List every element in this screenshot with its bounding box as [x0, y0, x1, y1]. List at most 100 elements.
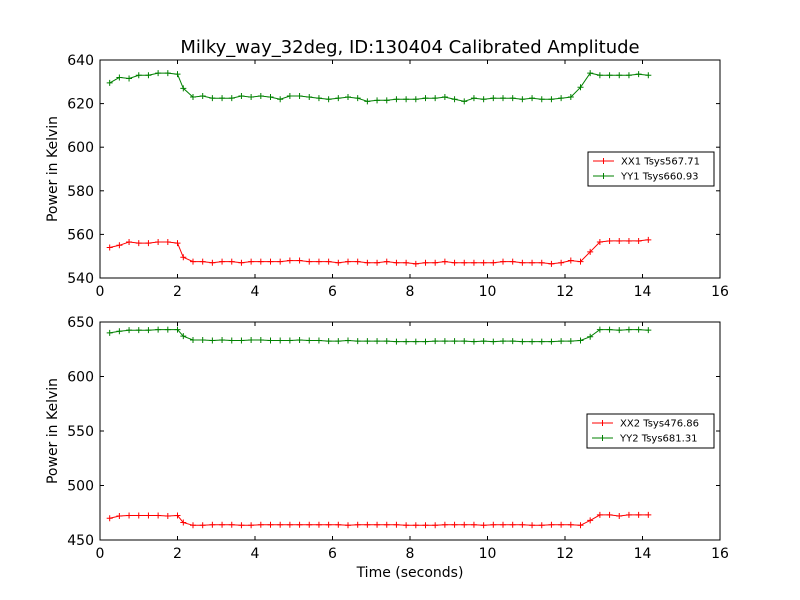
data-point	[441, 94, 448, 101]
data-point	[470, 338, 477, 345]
x-tick-label: 0	[96, 284, 105, 300]
data-point	[403, 338, 410, 345]
subplot-2: 0 2 4 6 8 10 12 14 16 450 500 550 600 650 Power in Kel…	[45, 315, 729, 562]
data-point	[345, 94, 351, 101]
data-point	[106, 329, 113, 336]
data-point	[645, 236, 652, 243]
data-point	[126, 239, 133, 246]
data-point	[596, 72, 603, 79]
data-point	[529, 95, 536, 102]
data-point	[577, 522, 584, 529]
x-tick-label: 12	[556, 546, 574, 562]
data-point	[296, 92, 303, 99]
data-point	[364, 259, 371, 266]
data-point	[374, 97, 381, 104]
data-point	[126, 75, 133, 82]
data-point	[364, 98, 371, 105]
x-tick-label: 6	[328, 284, 337, 300]
data-point	[374, 521, 381, 528]
data-point	[267, 337, 274, 344]
data-point	[538, 522, 545, 529]
data-point	[219, 336, 226, 343]
data-point	[199, 522, 206, 529]
data-point	[461, 521, 468, 528]
data-point	[470, 259, 477, 266]
data-point	[548, 521, 555, 528]
data-point	[174, 71, 181, 78]
y-axis-label: Power in Kelvin	[45, 116, 61, 222]
data-point	[519, 96, 526, 103]
data-point	[548, 260, 555, 267]
data-point	[277, 258, 284, 265]
legend-marker	[600, 158, 607, 164]
data-point	[403, 259, 410, 266]
data-point	[587, 70, 594, 77]
y-tick-label: 650	[67, 315, 94, 331]
data-point	[248, 522, 255, 529]
data-point	[238, 92, 245, 99]
data-point	[190, 522, 196, 529]
legend: XX2 Tsys476.86 YY2 Tsys681.31	[586, 413, 715, 449]
data-point	[393, 96, 400, 103]
data-point	[461, 259, 468, 266]
data-point	[106, 515, 113, 522]
data-point	[219, 258, 226, 265]
data-point	[509, 338, 516, 345]
series-line	[109, 239, 649, 265]
data-point	[325, 338, 332, 345]
data-point	[238, 259, 245, 266]
data-point	[306, 258, 313, 265]
data-point	[190, 94, 196, 101]
data-point	[470, 95, 477, 102]
data-point	[577, 337, 584, 344]
data-point	[490, 338, 497, 345]
data-point	[538, 96, 545, 103]
series-1	[106, 236, 652, 267]
data-point	[277, 96, 284, 103]
data-point	[286, 337, 293, 344]
data-point	[412, 338, 419, 345]
data-point	[587, 248, 594, 255]
data-point	[558, 338, 565, 345]
data-point	[596, 511, 603, 518]
data-point	[461, 338, 468, 345]
data-point	[180, 519, 187, 526]
data-point	[558, 521, 565, 528]
x-tick-label: 8	[406, 284, 415, 300]
data-point	[174, 512, 181, 519]
data-point	[257, 258, 264, 265]
data-point	[500, 258, 506, 265]
data-point	[480, 522, 487, 529]
data-point	[567, 338, 574, 345]
data-point	[174, 326, 181, 333]
data-point	[645, 72, 652, 79]
data-point	[190, 336, 196, 343]
y-tick-label: 550	[67, 424, 94, 440]
x-tick-label: 4	[251, 284, 260, 300]
data-point	[606, 72, 613, 79]
data-point	[500, 95, 506, 102]
data-point	[248, 94, 255, 101]
data-point	[538, 338, 545, 345]
data-point	[490, 521, 497, 528]
data-point	[519, 259, 526, 266]
x-tick-label: 6	[328, 546, 337, 562]
data-point	[135, 512, 142, 519]
data-point	[587, 333, 594, 340]
data-point	[248, 336, 255, 343]
data-point	[480, 338, 487, 345]
data-point	[277, 337, 284, 344]
data-point	[315, 258, 322, 265]
y-tick-label: 560	[67, 227, 94, 243]
y-tick-label: 600	[67, 140, 94, 156]
data-point	[577, 84, 584, 91]
data-point	[509, 95, 516, 102]
data-point	[470, 521, 477, 528]
chart-title: Milky_way_32deg, ID:130404 Calibrated Am…	[180, 37, 639, 58]
data-point	[625, 237, 632, 244]
data-point	[199, 92, 206, 99]
data-point	[116, 242, 123, 249]
x-tick-label: 14	[634, 546, 652, 562]
data-point	[529, 338, 536, 345]
